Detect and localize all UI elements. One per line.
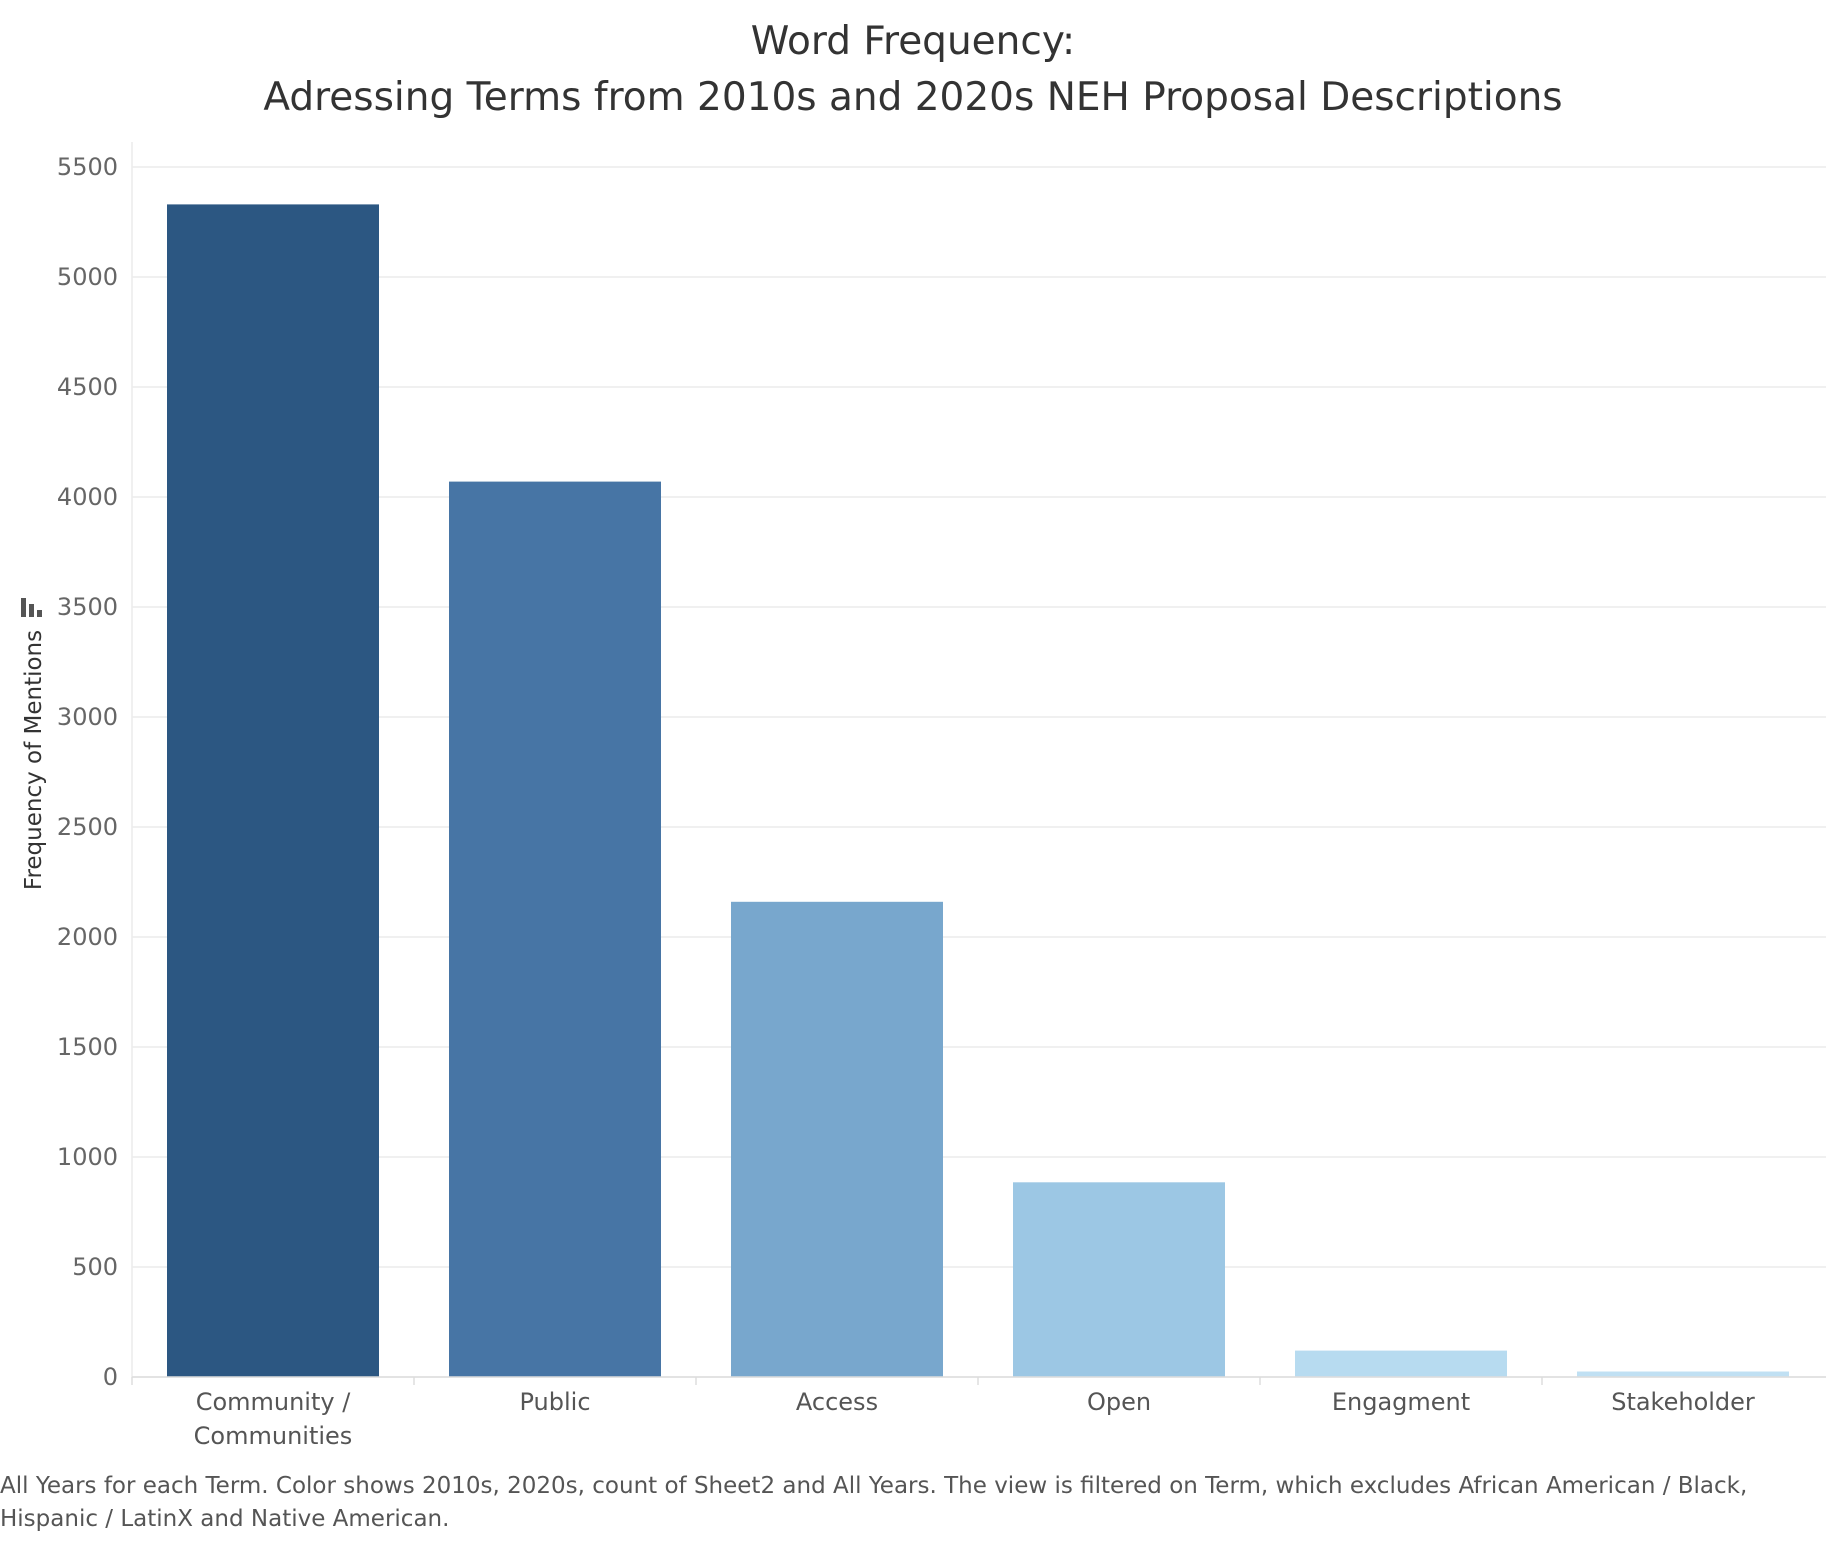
x-axis: Community / Communities Public Access Open En… <box>131 1376 1826 1450</box>
x-tick-label: Community / <box>196 1388 352 1416</box>
bar[interactable] <box>1013 1182 1225 1377</box>
x-tick-label: Stakeholder <box>1611 1388 1755 1416</box>
bar[interactable] <box>1295 1350 1507 1377</box>
chart-title-line-2: Adressing Terms from 2010s and 2020s NEH… <box>263 75 1563 120</box>
bar[interactable] <box>1577 1371 1789 1378</box>
chart-title: Word Frequency: Adressing Terms from 201… <box>0 14 1826 126</box>
x-tick-label: Public <box>519 1388 590 1416</box>
bar[interactable] <box>449 481 661 1378</box>
x-tick-label: Communities <box>194 1422 353 1450</box>
y-tick-label: 3000 <box>57 703 118 731</box>
y-tick-label: 5500 <box>57 153 118 181</box>
bar[interactable] <box>731 901 943 1377</box>
x-tick-label: Engagment <box>1332 1388 1470 1416</box>
x-tick-label: Open <box>1087 1388 1151 1416</box>
y-tick-label: 1500 <box>57 1033 118 1061</box>
y-tick-label: 2000 <box>57 923 118 951</box>
y-tick-label: 2500 <box>57 813 118 841</box>
chart-caption: All Years for each Term. Color shows 201… <box>0 1473 1748 1532</box>
gridlines <box>131 142 1826 1378</box>
bar[interactable] <box>167 204 379 1377</box>
y-tick-label: 5000 <box>57 263 118 291</box>
y-tick-label: 4500 <box>57 373 118 401</box>
y-axis-label: Frequency of Mentions <box>21 630 47 890</box>
bars <box>167 204 1789 1378</box>
y-tick-label: 1000 <box>57 1143 118 1171</box>
chart-title-line-1: Word Frequency: <box>750 19 1076 64</box>
bar-chart: 0 500 1000 1500 2000 2500 3000 3500 4000 4500 5000… <box>21 142 1826 1450</box>
y-tick-label: 500 <box>72 1253 118 1281</box>
y-axis-ticks: 0 500 1000 1500 2000 2500 3000 3500 4000 4500 5000… <box>57 153 118 1391</box>
y-tick-label: 4000 <box>57 483 118 511</box>
y-tick-label: 0 <box>103 1363 118 1391</box>
x-tick-label: Access <box>796 1388 878 1416</box>
y-tick-label: 3500 <box>57 593 118 621</box>
sort-icon[interactable] <box>21 598 42 617</box>
